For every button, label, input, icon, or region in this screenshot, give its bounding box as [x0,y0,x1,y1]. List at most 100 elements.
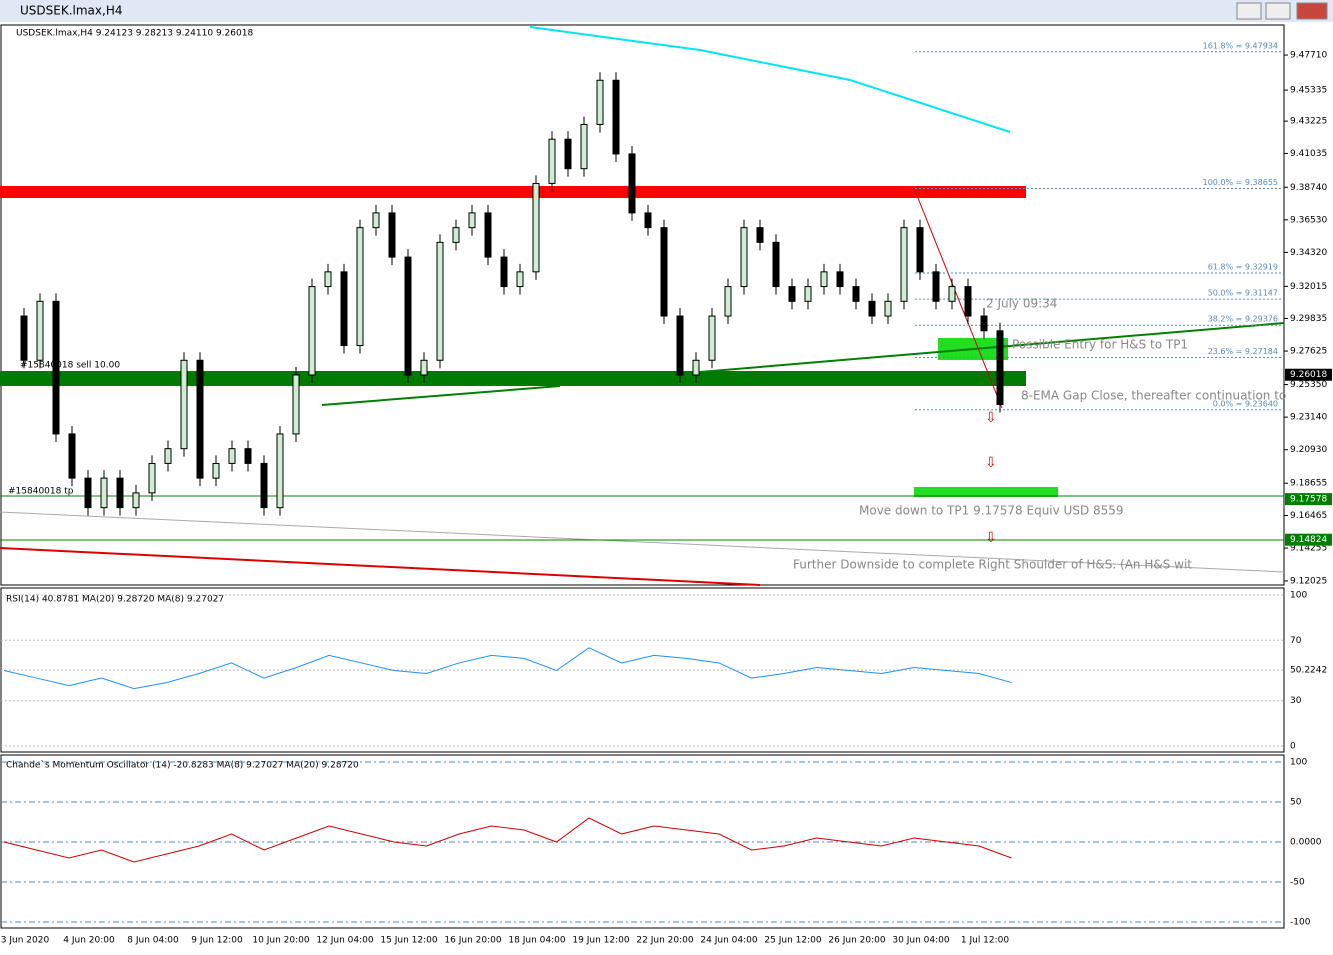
price-tick-label: 9.47710 [1290,51,1327,61]
price-box-label: 9.26018 [1290,370,1327,380]
time-label: 19 Jun 12:00 [572,936,629,946]
osc-tick-label: -100 [1290,918,1311,928]
candle [548,138,556,184]
candle [180,359,188,450]
annotation: 8-EMA Gap Close, thereafter continuation… [1021,389,1286,403]
candle [532,182,540,273]
order-label: #15840018 tp [8,487,74,497]
candle [484,212,492,258]
price-tick-label: 9.29835 [1290,314,1327,324]
candle [660,227,668,317]
price-box-label: 9.14824 [1290,535,1327,545]
fib-label: 50.0% = 9.31147 [1208,289,1278,298]
candle [596,79,604,125]
arrow: ⇩ [985,410,997,426]
candle [692,359,700,376]
trend-line [0,547,761,586]
price-tick-label: 9.45335 [1290,86,1327,96]
candle [916,227,924,273]
price-tick-label: 9.36530 [1290,215,1327,225]
candle [260,462,268,509]
time-label: 15 Jun 12:00 [380,936,437,946]
time-label: 25 Jun 12:00 [764,936,821,946]
price-tick-label: 9.32015 [1290,282,1327,292]
price-tick-label: 9.16465 [1290,511,1327,521]
candle [436,241,444,361]
candle [756,227,764,243]
price-tick-label: 9.12025 [1290,576,1327,586]
candle [340,271,348,347]
title-bar [0,0,1333,22]
candle [708,315,716,361]
candle [468,212,476,229]
candle [452,227,460,243]
candle [516,271,524,288]
time-label: 3 Jun 2020 [1,936,50,946]
candle [84,477,92,509]
price-box-label: 9.17578 [1290,495,1327,505]
osc-tick-label: -50 [1290,878,1305,888]
tp-zone [914,487,1058,497]
time-label: 30 Jun 04:00 [892,936,949,946]
time-label: 10 Jun 20:00 [252,936,309,946]
candle [612,79,620,155]
candle [36,300,44,361]
fib-label: 38.2% = 9.29376 [1208,315,1278,324]
candle [644,212,652,229]
time-label: 1 Jul 12:00 [961,936,1010,946]
candle [388,212,396,258]
candle [676,315,684,376]
candle [964,286,972,317]
price-tick-label: 9.25350 [1290,380,1327,390]
osc-tick-label: 0.0000 [1290,838,1322,848]
candle [132,492,140,509]
candle [724,286,732,317]
minimize-button[interactable] [1236,2,1262,20]
candle [212,462,220,479]
candle [788,286,796,302]
price-box [1285,493,1332,506]
arrow: ⇩ [985,455,997,471]
candle [372,212,380,229]
price-tick-label: 9.27625 [1290,347,1327,357]
candle [228,448,236,464]
annotation: 2 July 09:34 [986,297,1057,311]
neckline [699,322,1285,373]
candle [276,433,284,509]
candle [292,374,300,435]
osc-tick-label: 100 [1290,591,1307,601]
fib-label: 23.6% = 9.27184 [1208,347,1278,356]
candle [20,315,28,361]
candle [804,286,812,302]
candle [884,300,892,317]
cmo-line [3,817,1012,863]
fib-label: 0.0% = 9.23640 [1213,399,1278,408]
candle [628,153,636,214]
candle [740,227,748,288]
maximize-button[interactable] [1265,2,1291,20]
osc-tick-label: 100 [1290,758,1307,768]
osc-tick-label: 0 [1290,742,1296,752]
candle [324,271,332,288]
support-zone [0,371,1026,386]
candle [948,286,956,302]
price-box [1285,368,1332,381]
resistance-zone [0,186,1026,198]
order-label: #15840018 sell 10.00 [20,361,120,371]
rsi-line [3,647,1012,690]
price-tick-label: 9.23140 [1290,413,1327,423]
chart-header: USDSEK.lmax,H4 9.24123 9.28213 9.24110 9… [16,29,253,39]
fib-label: 61.8% = 9.32919 [1208,263,1278,272]
candle [932,271,940,302]
annotation: Possible Entry for H&S to TP1 [1012,338,1188,352]
candle [52,300,60,435]
candle [868,300,876,317]
time-label: 8 Jun 04:00 [127,936,179,946]
candle [564,138,572,170]
candle [356,227,364,347]
close-button[interactable] [1296,2,1328,20]
candle [980,315,988,332]
candle [244,448,252,464]
